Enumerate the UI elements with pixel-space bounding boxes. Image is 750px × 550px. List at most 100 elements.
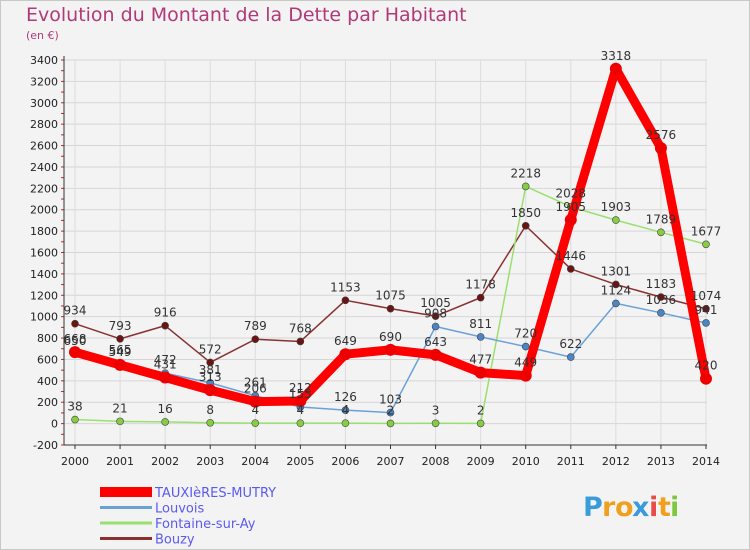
y-tick-label: 1600 [30,247,58,260]
data-label: 4 [251,403,259,417]
data-point [431,322,440,331]
data-point [251,419,260,427]
data-label: 1036 [646,293,677,307]
y-tick-label: 3000 [30,97,58,110]
legend-swatch [100,521,152,525]
data-point [612,216,620,224]
data-point [612,280,620,289]
chart-title: Evolution du Montant de la Dette par Hab… [26,4,467,26]
data-point [700,372,712,385]
data-point [204,384,217,397]
data-point [249,395,262,408]
data-label: 126 [334,390,357,404]
data-label: 649 [334,334,357,348]
data-label: 103 [379,393,402,407]
legend-swatch [100,537,152,540]
data-label: 381 [199,363,222,377]
y-tick-label: 0 [51,418,58,431]
legend-swatch [100,487,152,497]
y-tick-label: 3400 [30,54,58,67]
y-tick-label: 2000 [30,204,58,217]
data-point [612,299,620,308]
data-label: 4 [297,403,305,417]
x-tick-label: 2014 [692,455,720,468]
data-label: 1153 [330,280,361,294]
x-tick-label: 2011 [557,455,585,468]
data-point [654,142,667,155]
x-tick-label: 2008 [422,455,450,468]
data-label: 1178 [465,278,496,292]
x-tick-label: 2007 [377,455,405,468]
data-point [566,265,575,273]
x-tick-label: 2001 [106,455,134,468]
data-point [431,419,440,428]
data-label: 212 [289,381,312,395]
data-label: 2028 [556,187,587,201]
logo-letter: x [632,492,649,523]
data-point [566,353,575,361]
y-tick-label: 2800 [30,118,58,131]
data-label: 431 [154,358,177,372]
data-label: 793 [109,319,132,333]
data-point [521,221,530,230]
data-point [114,358,127,371]
data-label: 1301 [601,264,632,278]
y-tick-label: 2600 [30,140,58,153]
logo-letter: i [649,492,658,523]
data-label: 941 [695,303,718,317]
y-tick-label: 600 [37,353,58,366]
data-label: 3318 [601,49,632,63]
data-label: 650 [64,334,87,348]
x-tick-label: 2009 [467,455,495,468]
data-point [476,419,485,428]
logo-letter: i [670,492,679,523]
grid [64,59,707,446]
data-point [161,321,169,330]
data-point [296,419,305,427]
data-label: 3 [432,403,440,417]
x-tick-label: 2005 [286,455,314,468]
data-point [251,335,260,344]
data-label: 206 [244,382,267,396]
data-label: 38 [67,400,82,414]
data-label: 1074 [691,289,722,303]
data-label: 1903 [601,200,632,214]
data-label: 2218 [510,166,541,180]
data-point [341,406,350,414]
legend-label: Louvois [155,502,204,517]
data-point [476,333,485,341]
data-label: 1789 [646,212,677,226]
data-point [69,346,81,359]
data-label: 1677 [691,224,722,238]
data-label: 1850 [510,206,541,220]
data-point [161,418,169,426]
x-tick-label: 2006 [331,455,359,468]
data-label: 668 [64,332,87,346]
data-label: 908 [424,307,447,321]
data-label: 477 [469,353,492,367]
data-point [116,335,124,343]
data-point [431,312,440,320]
legend-swatch [100,506,152,509]
y-tick-label: 2400 [30,161,58,174]
data-point [341,419,350,427]
data-point [521,342,530,351]
data-label: 643 [424,335,447,349]
data-label: 2 [387,403,395,417]
data-point [71,415,79,424]
data-label: 690 [379,330,402,344]
logo-letter: t [658,492,671,523]
data-point [519,369,532,382]
y-tick-label: 200 [37,396,58,409]
data-point [386,408,395,417]
data-label: 16 [158,402,173,416]
x-tick-label: 2012 [602,455,630,468]
logo-letter: o [615,492,634,523]
data-label: 789 [244,319,267,333]
data-label: 1183 [646,277,677,291]
legend-label: Fontaine-sur-Ay [155,517,256,532]
data-label: 934 [64,304,87,318]
y-tick-label: 1200 [30,289,58,302]
